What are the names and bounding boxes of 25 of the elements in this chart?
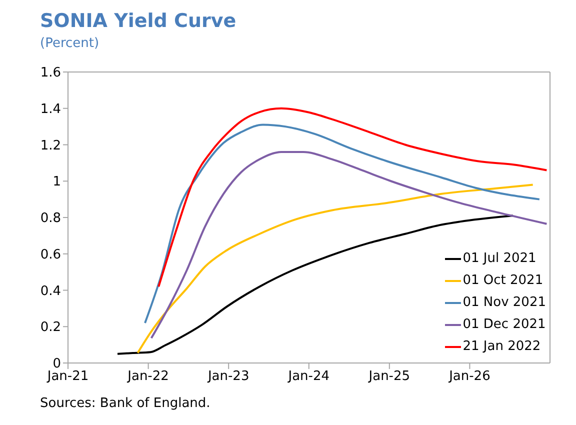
y-tick-label: 1.6 [40,66,61,81]
x-tick-label: Jan-23 [206,369,250,384]
chart-subtitle: (Percent) [40,36,100,51]
y-tick-label: 0.6 [40,247,61,262]
legend-label: 01 Oct 2021 [462,272,544,290]
y-tick-label: 0.2 [40,320,61,336]
line-series [158,107,548,288]
x-tick-label: Jan-25 [368,369,410,384]
y-tick-label: 1.2 [40,138,61,154]
y-tick-label: 0 [52,356,61,372]
chart-title: SONIA Yield Curve [40,10,236,32]
y-tick-label: 1.4 [40,102,61,117]
source-note: Sources: Bank of England. [40,396,210,411]
legend-label: 01 Nov 2021 [462,294,546,312]
x-tick-label: Jan-26 [448,369,490,384]
y-tick-label: 1 [52,174,61,190]
y-tick-label: 0.4 [40,284,61,299]
x-tick-label: Jan-21 [46,369,89,384]
y-tick-label: 0.8 [40,211,61,226]
legend-label: 01 Jul 2021 [462,250,536,268]
x-tick-label: Jan-24 [287,369,330,384]
legend-label: 01 Dec 2021 [462,316,546,334]
x-tick-label: Jan-22 [126,369,169,384]
legend-label: 21 Jan 2022 [462,338,541,356]
line-series [150,151,548,340]
